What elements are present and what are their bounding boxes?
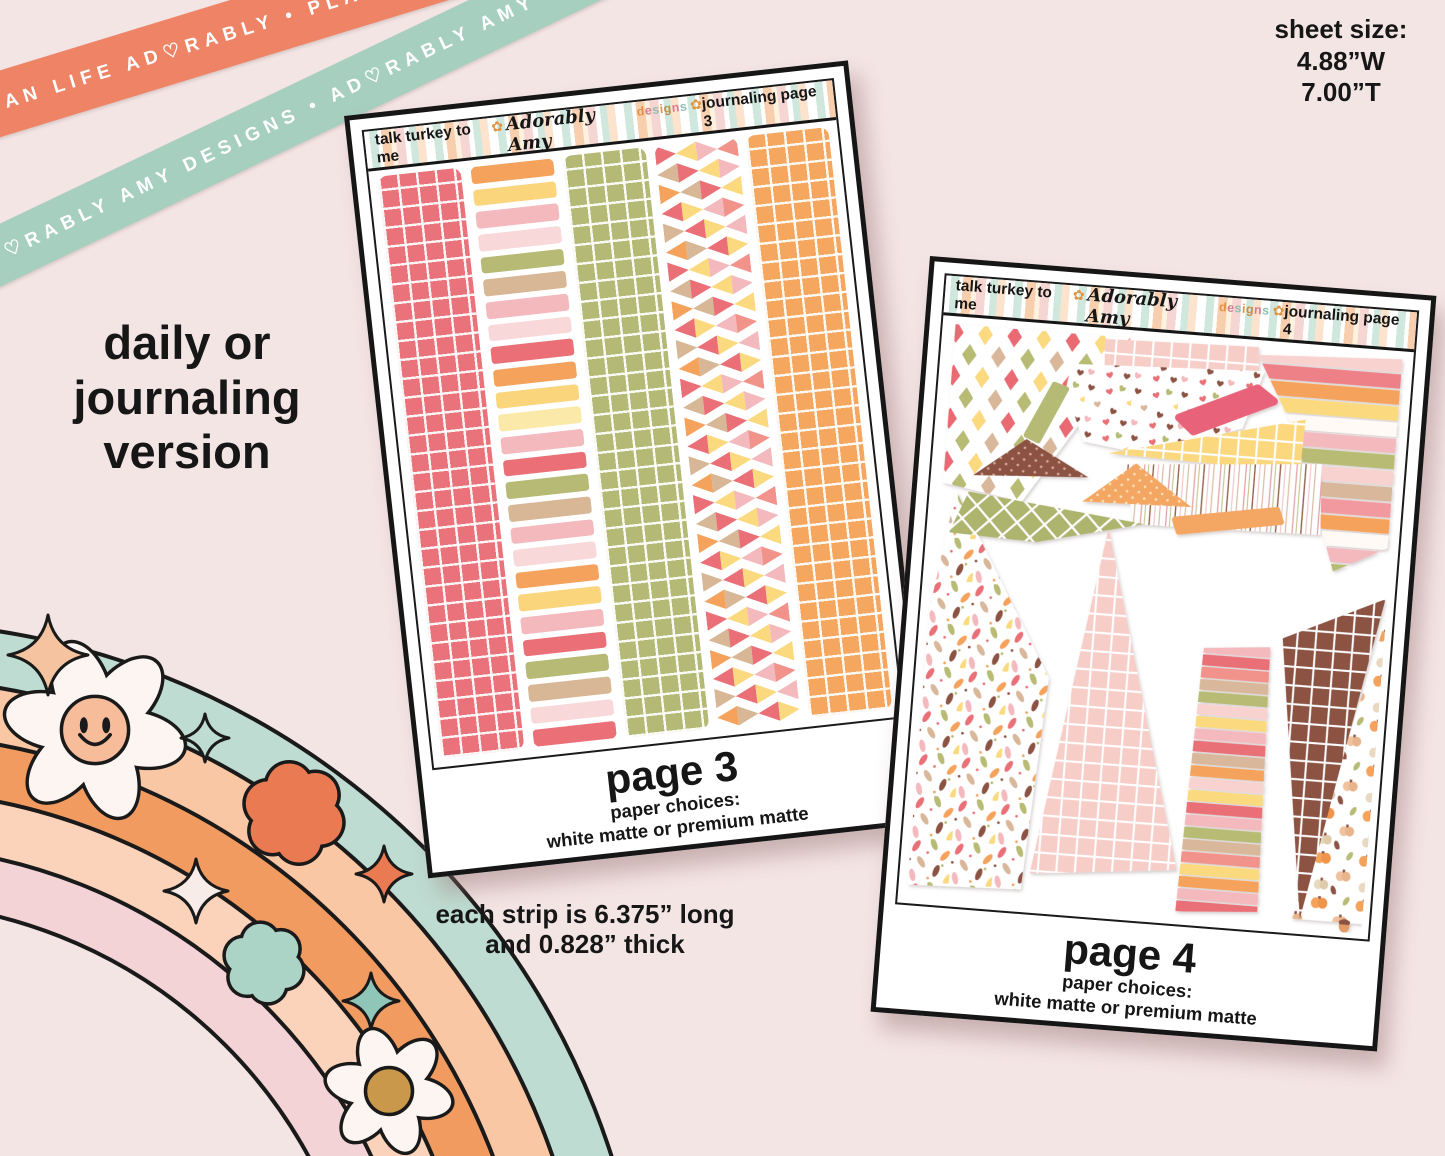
strip-dimensions-note: each strip is 6.375” long and 0.828” thic… (435, 899, 735, 960)
page3-strips (377, 126, 893, 759)
daisy-logo-icon: ✿ (490, 117, 504, 135)
rainbow-decoration (0, 556, 640, 1156)
daisy-logo-icon: ✿ (1072, 285, 1086, 303)
rainbow-illustration (0, 613, 614, 1156)
brand-script-text: Adorably Amy (1085, 284, 1178, 330)
page3-sheet-label: journaling page 3 (700, 82, 818, 131)
paper-scrap-collage (907, 324, 1403, 933)
page4-sheet-label: journaling page 4 (1282, 302, 1401, 339)
acorn-sticker (1338, 918, 1351, 933)
brand-sub-text: designs (1218, 299, 1271, 318)
page4-collection-title: talk turkey to me (953, 276, 1053, 314)
version-label: daily or journaling version (73, 316, 301, 479)
page4-sticker-sheet: talk turkey to me ✿ Adorably Amy designs… (895, 273, 1420, 942)
strip-triangle-quilt (654, 137, 801, 728)
triangle-pattern (654, 137, 800, 726)
page3-card: talk turkey to me ✿ Adorably Amy designs… (344, 60, 933, 879)
brand-script-text: Adorably Amy (504, 104, 597, 156)
page3-collection-title: talk turkey to me (373, 120, 472, 167)
page3-sticker-sheet: talk turkey to me ✿ Adorably Amy designs… (361, 78, 905, 771)
page4-card: talk turkey to me ✿ Adorably Amy designs… (870, 256, 1437, 1052)
sheet-size-note: sheet size: 4.88”W 7.00”T (1274, 14, 1408, 108)
brand-sub-text: designs (635, 98, 688, 119)
page4-paper-scraps (905, 321, 1407, 934)
